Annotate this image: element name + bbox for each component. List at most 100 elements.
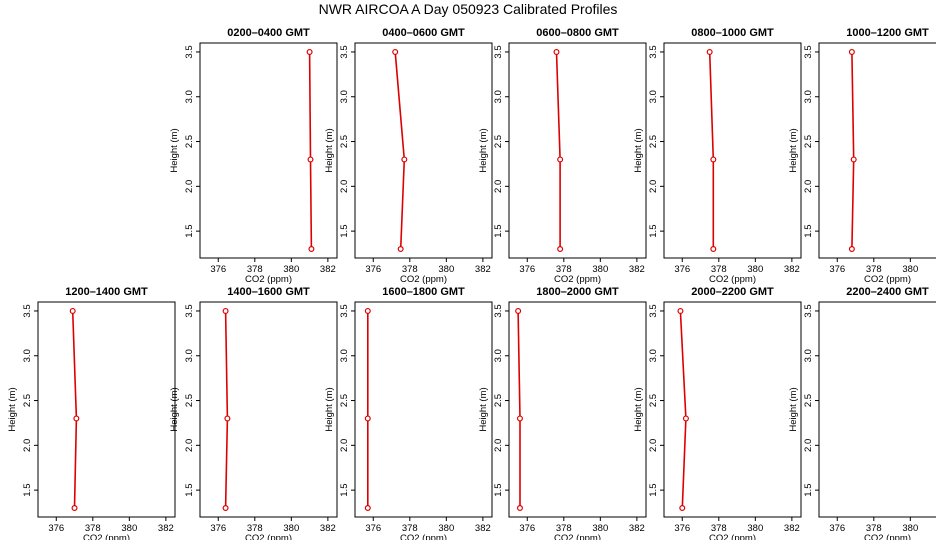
data-point	[516, 415, 523, 422]
x-tick-label: 380	[121, 523, 137, 534]
y-tick-label: 2.0	[803, 439, 814, 452]
data-point	[850, 156, 857, 163]
x-tick-label: 378	[85, 523, 101, 534]
y-tick-label: 2.0	[648, 439, 659, 452]
x-tick-label: 380	[283, 264, 299, 275]
y-tick-label: 2.5	[184, 394, 195, 407]
panel-9: 1800–2000 GMT 376 378 380 382 1.5 2.0 2.5 3.0 3.5…	[478, 286, 647, 540]
data-point	[392, 48, 399, 55]
x-axis-label: CO2 (ppm)	[554, 274, 601, 285]
profile-line	[394, 51, 406, 250]
data-point	[307, 156, 314, 163]
data-point	[222, 505, 229, 512]
y-tick-label: 2.5	[339, 135, 350, 148]
x-axis-label: CO2 (ppm)	[709, 274, 756, 285]
x-axis-label: CO2 (ppm)	[400, 274, 447, 285]
y-tick-label: 2.5	[803, 135, 814, 148]
data-point	[73, 415, 80, 422]
x-tick-label: 380	[592, 523, 608, 534]
panel-10: 2000–2200 GMT 376 378 380 382 1.5 2.0 2.5 3.0 3.5…	[633, 286, 802, 540]
y-axis-label: Height (m)	[324, 128, 335, 172]
y-tick-label: 2.0	[339, 180, 350, 193]
y-tick-label: 3.0	[22, 349, 33, 362]
profile-line	[224, 310, 229, 509]
x-tick-label: 376	[674, 523, 690, 534]
data-point	[308, 246, 315, 253]
y-tick-label: 3.5	[184, 304, 195, 317]
y-tick-label: 2.0	[184, 180, 195, 193]
y-tick-label: 2.5	[648, 394, 659, 407]
x-tick-label: 376	[519, 523, 535, 534]
plot-frame	[663, 301, 802, 518]
x-tick-label: 376	[210, 523, 226, 534]
y-tick-label: 3.5	[22, 304, 33, 317]
y-tick-label: 1.5	[493, 484, 504, 497]
x-tick-label: 376	[829, 264, 845, 275]
y-axis-label: Height (m)	[7, 387, 18, 431]
profile-line	[555, 51, 561, 249]
x-tick-label: 378	[402, 264, 418, 275]
x-tick-label: 378	[247, 264, 263, 275]
x-axis-label: CO2 (ppm)	[245, 274, 292, 285]
x-tick-label: 378	[402, 523, 418, 534]
data-point	[848, 48, 855, 55]
plot-frame	[37, 301, 176, 518]
panel-title: 0800–1000 GMT	[691, 27, 774, 39]
y-tick-label: 3.5	[339, 304, 350, 317]
y-tick-label: 3.5	[648, 304, 659, 317]
data-point	[677, 307, 684, 314]
y-tick-label: 2.5	[648, 135, 659, 148]
plot-frame	[199, 42, 338, 259]
data-point	[397, 246, 404, 253]
y-tick-label: 3.5	[339, 45, 350, 58]
data-point	[364, 307, 371, 314]
x-axis-label: CO2 (ppm)	[400, 533, 447, 540]
x-tick-label: 378	[556, 264, 572, 275]
y-tick-label: 1.5	[803, 225, 814, 238]
data-point	[364, 415, 371, 422]
y-tick-label: 3.0	[339, 90, 350, 103]
panel-title: 1000–1200 GMT	[846, 27, 929, 39]
data-point	[401, 156, 408, 163]
x-tick-label: 382	[629, 264, 645, 275]
x-tick-label: 378	[711, 264, 727, 275]
x-tick-label: 378	[866, 264, 882, 275]
panel-title: 1800–2000 GMT	[536, 286, 619, 298]
profile-line	[308, 51, 313, 250]
x-axis-label: CO2 (ppm)	[245, 533, 292, 540]
y-axis-label: Height (m)	[788, 128, 799, 172]
panel-title: 0600–0800 GMT	[536, 27, 619, 39]
data-point	[557, 156, 564, 163]
x-tick-label: 380	[747, 264, 763, 275]
plot-frame	[508, 301, 647, 518]
profile-line	[71, 310, 78, 509]
data-point	[553, 48, 560, 55]
y-tick-label: 2.5	[184, 135, 195, 148]
y-tick-label: 1.5	[493, 225, 504, 238]
panel-11: 2200–2400 GMT3763783803821.52.02.53.03.5…	[788, 286, 936, 540]
y-tick-label: 2.0	[803, 180, 814, 193]
y-tick-label: 2.5	[22, 394, 33, 407]
x-tick-label: 378	[247, 523, 263, 534]
y-axis-label: Height (m)	[478, 128, 489, 172]
data-point	[69, 307, 76, 314]
y-axis-label: Height (m)	[324, 387, 335, 431]
x-tick-label: 380	[592, 264, 608, 275]
y-tick-label: 2.0	[493, 439, 504, 452]
x-tick-label: 380	[438, 523, 454, 534]
x-tick-label: 380	[283, 523, 299, 534]
panel-6: 1200–1400 GMT 376 378 380 382 1.5 2.0 2.5 3.0 3.5…	[7, 286, 176, 540]
y-tick-label: 3.0	[184, 90, 195, 103]
y-tick-label: 3.0	[803, 90, 814, 103]
data-point	[710, 156, 717, 163]
data-point	[364, 505, 371, 512]
y-tick-label: 3.0	[648, 349, 659, 362]
y-tick-label: 3.0	[493, 349, 504, 362]
y-tick-label: 3.5	[493, 304, 504, 317]
y-axis-label: Height (m)	[169, 387, 180, 431]
y-tick-label: 3.0	[803, 349, 814, 362]
x-tick-label: 382	[320, 264, 336, 275]
y-axis-label: Height (m)	[633, 128, 644, 172]
y-tick-label: 3.5	[493, 45, 504, 58]
